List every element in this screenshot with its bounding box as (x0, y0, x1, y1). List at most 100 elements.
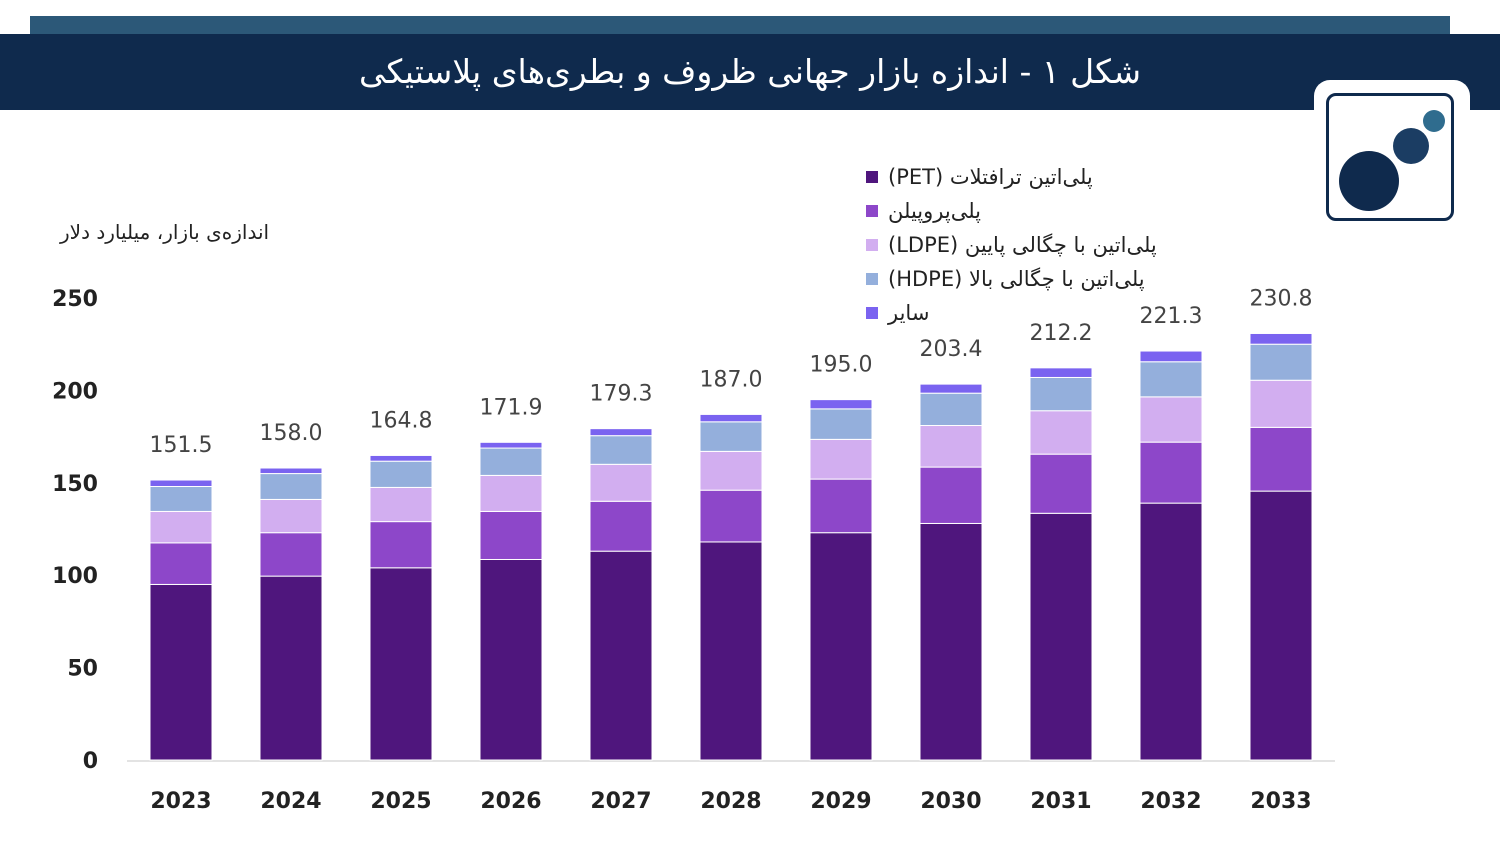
bar-segment (149, 479, 213, 487)
data-label: 179.3 (590, 382, 653, 407)
bar-segment (479, 510, 543, 560)
legend-swatch (866, 171, 878, 183)
bar-segment (149, 583, 213, 761)
data-label: 221.3 (1140, 304, 1203, 329)
x-tick-label: 2033 (1250, 789, 1311, 814)
bar-segment (1249, 490, 1313, 761)
bar-segment (369, 521, 433, 569)
bar-segment (1029, 367, 1093, 378)
data-label: 212.2 (1030, 321, 1093, 346)
bar-segment (699, 541, 763, 761)
data-label: 164.8 (370, 408, 433, 433)
bar-segment (809, 532, 873, 761)
y-tick-label: 150 (52, 472, 98, 497)
legend-label: سایر (888, 301, 930, 325)
legend-swatch (866, 205, 878, 217)
bar-segment (369, 460, 433, 488)
bar-segment (809, 408, 873, 440)
legend-swatch (866, 307, 878, 319)
title-bar (0, 34, 1500, 110)
bar-segment (1249, 379, 1313, 428)
legend-item: پلی‌اتین ترافتلات (PET) (866, 160, 1157, 194)
x-tick-label: 2026 (480, 789, 541, 814)
bar-segment (809, 438, 873, 480)
x-tick-label: 2025 (370, 789, 431, 814)
bar-segment (1139, 350, 1203, 363)
data-label: 203.4 (920, 337, 983, 362)
x-tick-label: 2027 (590, 789, 651, 814)
bar-segment (589, 550, 653, 761)
bar-segment (919, 425, 983, 468)
y-tick-label: 0 (83, 749, 98, 774)
data-label: 230.8 (1250, 286, 1313, 311)
bar-segment (1139, 361, 1203, 398)
legend-swatch (866, 239, 878, 251)
x-tick-label: 2029 (810, 789, 871, 814)
bar-segment (1249, 332, 1313, 345)
bar-segment (589, 500, 653, 552)
bar-segment (1249, 343, 1313, 381)
x-tick-label: 2024 (260, 789, 321, 814)
bar-segment (809, 399, 873, 410)
x-tick-label: 2030 (920, 789, 981, 814)
legend-label: پلی‌اتین با چگالی بالا (HDPE) (888, 267, 1145, 291)
x-tick-label: 2028 (700, 789, 761, 814)
bar-segment (259, 467, 323, 475)
bar-segment (809, 478, 873, 534)
legend-item: پلی‌اتین با چگالی پایین (LDPE) (866, 228, 1157, 262)
bar-segment (1139, 502, 1203, 761)
bar-segment (369, 454, 433, 462)
chart-legend: پلی‌اتین ترافتلات (PET) پلی‌پروپیلن پلی‌ات… (866, 160, 1157, 330)
legend-label: پلی‌اتین ترافتلات (PET) (888, 165, 1093, 189)
bar-segment (589, 463, 653, 502)
bar-segment (479, 474, 543, 512)
bar-segment (699, 421, 763, 452)
bar-segment (479, 441, 543, 449)
bar-segment (259, 498, 323, 534)
bar-segment (1029, 512, 1093, 761)
bar-segment (589, 428, 653, 437)
x-tick-label: 2031 (1030, 789, 1091, 814)
data-label: 171.9 (480, 395, 543, 420)
bar-segment (699, 489, 763, 543)
bar-segment (1249, 426, 1313, 492)
bar-segment (1029, 376, 1093, 412)
y-tick-label: 200 (52, 379, 98, 404)
bar-segment (149, 510, 213, 544)
bar-segment (1139, 396, 1203, 443)
bar-segment (919, 466, 983, 524)
bar-segment (919, 522, 983, 761)
circles-logo-icon (1326, 93, 1454, 221)
y-tick-label: 50 (67, 657, 98, 682)
bar-segment (479, 447, 543, 476)
x-tick-label: 2023 (150, 789, 211, 814)
bar-segment (1139, 441, 1203, 504)
bar-segment (589, 435, 653, 465)
legend-swatch (866, 273, 878, 285)
bar-segment (919, 383, 983, 394)
y-axis-label: اندازه‌ی بازار، میلیارد دلار (60, 220, 270, 244)
bar-segment (369, 486, 433, 523)
legend-label: پلی‌پروپیلن (888, 199, 981, 223)
bar-segment (259, 575, 323, 761)
data-label: 151.5 (150, 433, 213, 458)
bar-segment (259, 473, 323, 500)
bar-segment (259, 532, 323, 577)
x-tick-label: 2032 (1140, 789, 1201, 814)
y-tick-label: 250 (52, 287, 98, 312)
y-tick-label: 100 (52, 564, 98, 589)
legend-item: پلی‌اتین با چگالی بالا (HDPE) (866, 262, 1157, 296)
bar-segment (479, 558, 543, 761)
bar-segment (1029, 410, 1093, 455)
legend-label: پلی‌اتین با چگالی پایین (LDPE) (888, 233, 1157, 257)
bar-segment (699, 413, 763, 423)
data-label: 187.0 (700, 367, 763, 392)
data-label: 158.0 (260, 421, 323, 446)
legend-item: پلی‌پروپیلن (866, 194, 1157, 228)
bar-segment (699, 450, 763, 491)
data-label: 195.0 (810, 353, 873, 378)
bar-segment (919, 392, 983, 427)
logo (1314, 80, 1470, 226)
top-accent-strip (30, 16, 1450, 34)
